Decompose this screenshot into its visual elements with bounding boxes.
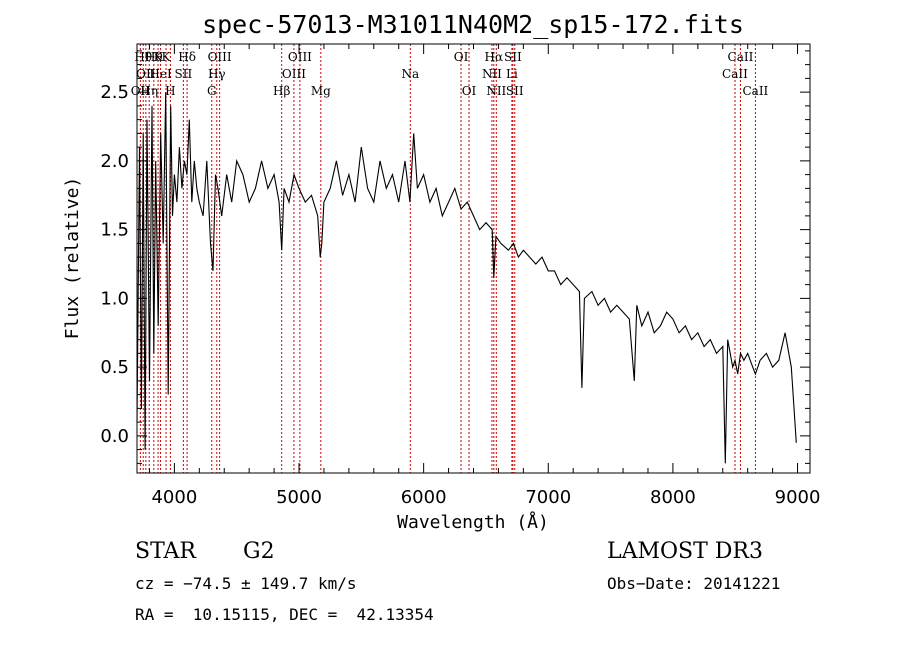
y-tick-label: 0.5 <box>100 357 129 378</box>
line-marker-label: NII <box>486 84 506 98</box>
line-marker-label: CaII <box>742 84 768 98</box>
y-tick-label: 1.5 <box>100 220 129 241</box>
y-tick-label: 2.0 <box>100 151 129 172</box>
line-marker-label: Mg <box>311 84 331 98</box>
y-axis-label: Flux (relative) <box>62 177 83 340</box>
redshift-cz: cz = −74.5 ± 149.7 km/s <box>135 574 357 593</box>
object-class: STAR <box>135 539 196 564</box>
line-marker-label: Li <box>506 67 518 81</box>
chart-title: spec-57013-M31011N40M2_sp15-172.fits <box>202 10 744 39</box>
line-marker-label: Hβ <box>273 84 290 98</box>
x-tick-label: 7000 <box>525 487 571 508</box>
x-tick-label: 5000 <box>276 487 322 508</box>
line-marker-label: Hδ <box>178 50 196 64</box>
x-tick-label: 8000 <box>650 487 696 508</box>
line-marker-label: OIII <box>288 50 312 64</box>
line-marker-label: SII <box>506 84 524 98</box>
line-marker-label: H <box>165 84 175 98</box>
y-tick-label: 2.5 <box>100 82 129 103</box>
line-marker-label: OII <box>131 84 151 98</box>
y-axis: 0.0 0.5 1.0 1.5 2.0 2.5 <box>100 50 810 464</box>
line-marker-label: OI <box>454 50 469 64</box>
line-marker-label: Na <box>401 67 419 81</box>
spectrum-line <box>136 92 797 464</box>
obs-date: Obs−Date: 20141221 <box>607 574 781 593</box>
line-marker-label: CaII <box>728 50 754 64</box>
line-marker-label: SII <box>175 67 193 81</box>
line-marker-label: K <box>162 50 172 64</box>
ra-dec: RA = 10.15115, DEC = 42.13354 <box>135 605 434 624</box>
x-tick-label: 9000 <box>775 487 821 508</box>
line-marker-label: OIII <box>208 50 232 64</box>
x-axis: 4000 5000 6000 7000 8000 9000 <box>148 44 821 508</box>
line-marker-label: HeI <box>149 67 172 81</box>
x-tick-label: 4000 <box>151 487 197 508</box>
line-marker-label: K <box>154 50 164 64</box>
plot-frame <box>136 43 811 474</box>
survey-name: LAMOST DR3 <box>607 539 763 564</box>
line-marker-label: Hθ <box>145 50 163 64</box>
line-marker-label: G <box>207 84 217 98</box>
line-marker-label: Hη <box>140 84 158 98</box>
object-subclass: G2 <box>243 539 275 564</box>
line-marker-label: CaII <box>722 67 748 81</box>
line-markers <box>139 44 756 473</box>
line-marker-label: OI <box>462 84 477 98</box>
y-tick-label: 0.0 <box>100 426 129 447</box>
line-marker-label: OIII <box>282 67 306 81</box>
y-tick-label: 1.0 <box>100 288 129 309</box>
line-labels: OIIHθOIIHηHθKHeIKHSIIHδGHγOIIIHβOIIIOIII… <box>131 50 769 98</box>
line-marker-label: SII <box>504 50 522 64</box>
line-marker-label: Hα <box>485 50 504 64</box>
x-axis-label: Wavelength (Å) <box>397 511 549 533</box>
line-marker-label: Hθ <box>134 50 152 64</box>
line-marker-label: NII <box>482 67 502 81</box>
x-tick-label: 6000 <box>401 487 447 508</box>
line-marker-label: Hγ <box>208 67 226 81</box>
line-marker-label: OII <box>136 67 156 81</box>
